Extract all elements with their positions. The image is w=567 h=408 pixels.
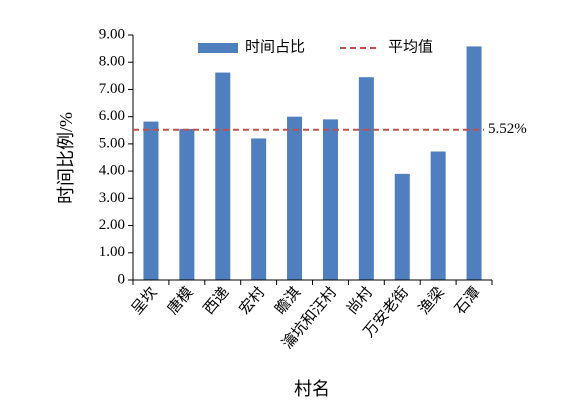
x-tick-label: 呈坎 bbox=[128, 284, 160, 318]
y-tick-label: 2.00 bbox=[99, 217, 125, 233]
y-tick-label: 5.00 bbox=[99, 135, 125, 151]
y-tick-label: 4.00 bbox=[99, 163, 125, 179]
x-tick-label: 西递 bbox=[200, 284, 232, 318]
bar bbox=[394, 173, 410, 280]
bar bbox=[287, 116, 303, 281]
y-tick-label: 8.00 bbox=[99, 54, 125, 70]
y-tick-label: 9.00 bbox=[99, 26, 125, 42]
x-tick-label: 宏村 bbox=[236, 284, 268, 318]
x-tick-label: 唐模 bbox=[164, 284, 196, 318]
bar bbox=[143, 121, 159, 280]
bar bbox=[215, 72, 231, 280]
bar bbox=[179, 128, 195, 280]
legend-label: 平均值 bbox=[388, 38, 433, 55]
y-axis-title: 时间比例/% bbox=[56, 112, 76, 204]
bar bbox=[251, 138, 267, 280]
x-tick-label: 尚村 bbox=[344, 284, 376, 318]
x-tick-label: 渔梁 bbox=[416, 284, 448, 318]
bar bbox=[430, 151, 446, 280]
bar bbox=[322, 119, 338, 280]
legend-swatch bbox=[198, 43, 238, 53]
bar bbox=[466, 46, 482, 280]
reference-label: 5.52% bbox=[488, 121, 527, 137]
x-tick-label: 瞻淇 bbox=[272, 284, 304, 318]
y-tick-label: 3.00 bbox=[99, 190, 125, 206]
y-tick-label: 7.00 bbox=[99, 81, 125, 97]
x-axis-title: 村名 bbox=[294, 379, 330, 399]
bar bbox=[358, 77, 374, 280]
y-tick-label: 0 bbox=[118, 271, 126, 287]
x-tick-label: 石潭 bbox=[451, 284, 483, 318]
y-tick-label: 6.00 bbox=[99, 108, 125, 124]
legend-label: 时间占比 bbox=[245, 38, 305, 55]
y-tick-label: 1.00 bbox=[99, 244, 125, 260]
